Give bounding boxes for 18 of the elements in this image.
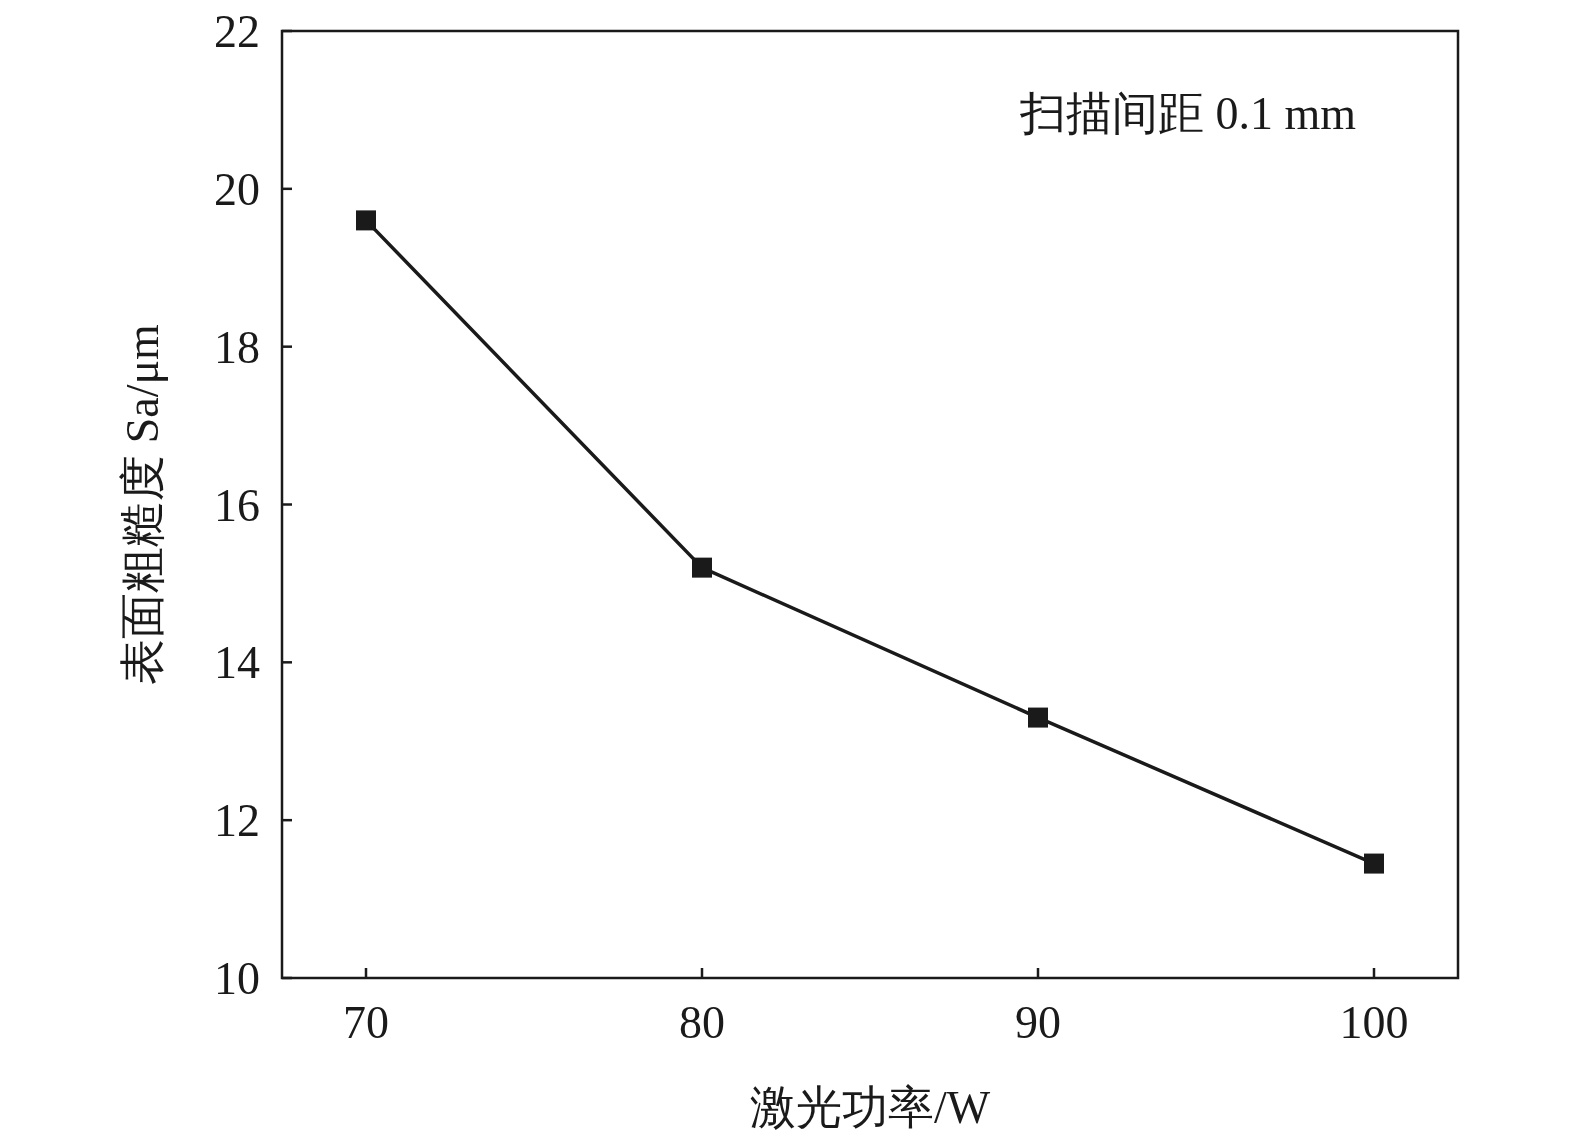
x-tick-label: 90: [1015, 997, 1061, 1048]
x-tick-label: 100: [1339, 997, 1409, 1048]
y-tick-label: 16: [214, 479, 260, 531]
point: [356, 210, 376, 231]
y-tick-label: 10: [214, 953, 260, 1004]
x-axis-title: 激光功率/W: [749, 1082, 991, 1133]
y-tick-label: 18: [214, 321, 260, 373]
y-tick-label: 14: [214, 637, 260, 689]
y-tick-label: 22: [214, 6, 260, 57]
y-axis-title: 表面粗糙度 Sa/μm: [117, 323, 168, 685]
x-tick-label: 80: [679, 997, 725, 1048]
y-tick-label: 12: [214, 795, 260, 847]
point: [1028, 707, 1048, 728]
point: [1364, 853, 1384, 874]
y-tick-label: 20: [214, 163, 260, 215]
point: [692, 557, 712, 578]
annotation: 扫描间距 0.1 mm: [1018, 88, 1357, 139]
x-tick-label: 70: [343, 997, 389, 1048]
